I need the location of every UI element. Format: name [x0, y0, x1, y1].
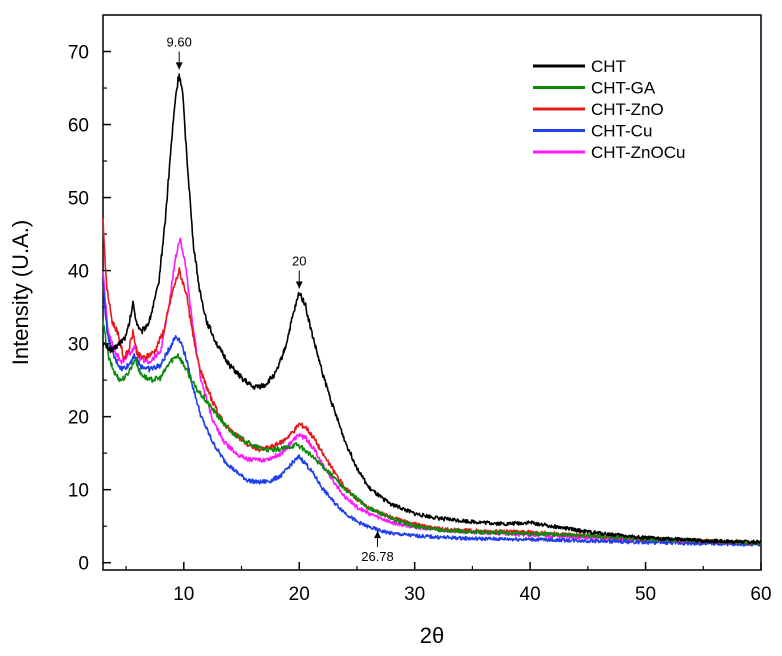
- series-line-cht-ga: [102, 319, 762, 546]
- y-tick-label: 10: [68, 481, 89, 502]
- plot-frame: [102, 14, 762, 571]
- series-line-cht: [102, 73, 762, 545]
- y-tick-label: 0: [78, 554, 89, 575]
- series-line-cht-cu: [102, 284, 762, 547]
- annotation-label: 26.78: [361, 549, 394, 564]
- legend-label: CHT-ZnO: [591, 100, 664, 119]
- annotation-label: 20: [292, 254, 306, 269]
- y-tick-label: 30: [68, 335, 89, 356]
- axes: 10 20 30 40 50 60 0 10 20 30 40 50 60 70: [68, 43, 772, 605]
- y-tick-label: 60: [68, 116, 89, 137]
- y-tick-label: 20: [68, 408, 89, 429]
- legend-label: CHT: [591, 57, 626, 76]
- y-tick-label: 40: [68, 262, 89, 283]
- plot-border: [102, 14, 762, 571]
- legend-label: CHT-ZnOCu: [591, 143, 685, 162]
- y-tick-label: 50: [68, 189, 89, 210]
- x-axis-title: 2θ: [420, 623, 444, 648]
- annotation-arrowhead: [175, 62, 183, 70]
- series-line-cht-znocu: [102, 237, 762, 546]
- x-tick-label: 50: [635, 584, 656, 605]
- legend-label: CHT-GA: [591, 79, 656, 98]
- legend: CHT CHT-GA CHT-ZnO CHT-Cu CHT-ZnOCu: [533, 57, 685, 162]
- x-tick-label: 30: [404, 584, 425, 605]
- series-layer: [102, 73, 762, 547]
- annotations-layer: 9.60 20 26.78: [167, 34, 394, 564]
- y-tick-label: 70: [68, 43, 89, 64]
- annotation-label: 9.60: [167, 34, 192, 49]
- y-axis-title: Intensity (U.A.): [8, 220, 33, 365]
- legend-label: CHT-Cu: [591, 122, 652, 141]
- annotation-arrowhead: [374, 531, 382, 539]
- x-tick-label: 60: [750, 584, 771, 605]
- x-tick-label: 40: [520, 584, 541, 605]
- x-tick-label: 10: [173, 584, 194, 605]
- annotation-arrowhead: [295, 281, 303, 289]
- x-tick-label: 20: [289, 584, 310, 605]
